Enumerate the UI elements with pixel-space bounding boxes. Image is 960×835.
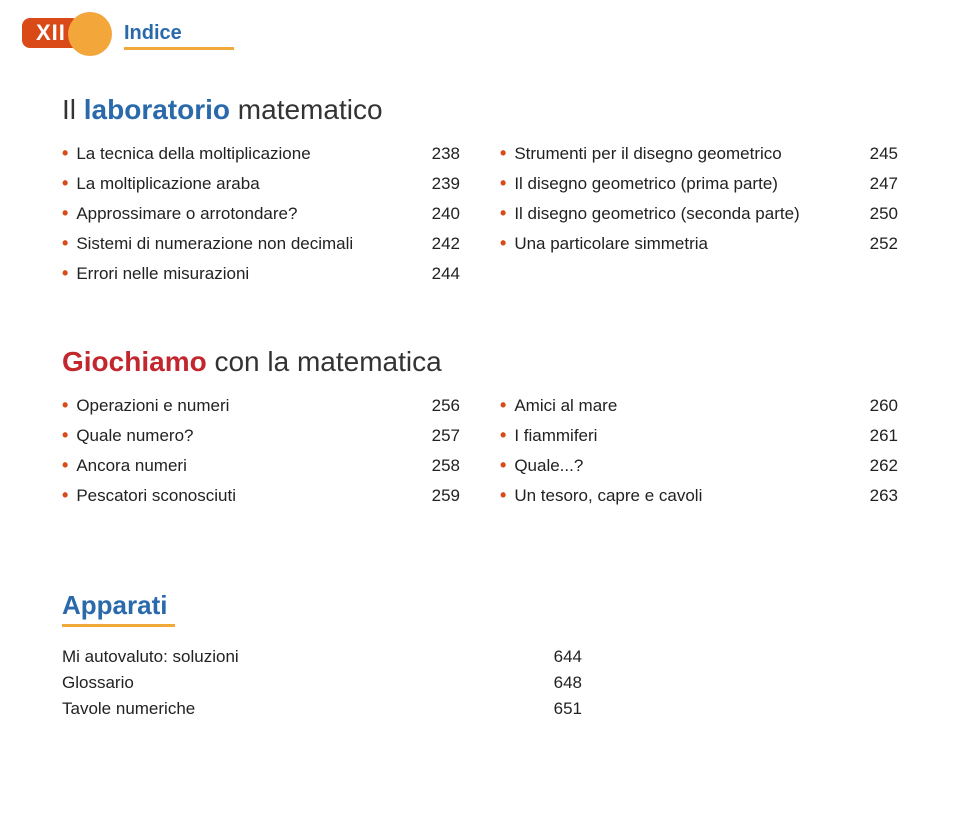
toc-row: • Amici al mare260 (500, 396, 898, 416)
toc-page: 260 (850, 396, 898, 416)
gio-title-lead: Giochiamo (62, 346, 207, 377)
apparati-row: Glossario648 (62, 673, 582, 693)
toc-label: Il disegno geometrico (seconda parte) (514, 204, 850, 224)
toc-page: 245 (850, 144, 898, 164)
bullet-icon: • (62, 144, 68, 162)
apparati-list: Mi autovaluto: soluzioni644Glossario648T… (62, 647, 898, 719)
toc-label: I fiammiferi (514, 426, 850, 446)
toc-label: Il disegno geometrico (prima parte) (514, 174, 850, 194)
toc-label: Una particolare simmetria (514, 234, 850, 254)
bullet-icon: • (62, 426, 68, 444)
toc-page: 244 (412, 264, 460, 284)
toc-page: 258 (412, 456, 460, 476)
bullet-icon: • (500, 144, 506, 162)
toc-page: 240 (412, 204, 460, 224)
apparati-row: Mi autovaluto: soluzioni644 (62, 647, 582, 667)
toc-row: • Approssimare o arrotondare?240 (62, 204, 460, 224)
toc-label: Operazioni e numeri (76, 396, 412, 416)
toc-row: • Sistemi di numerazione non decimali242 (62, 234, 460, 254)
lab-columns: • La tecnica della moltiplicazione238 • La … (62, 144, 898, 294)
toc-page: 262 (850, 456, 898, 476)
toc-row: • Quale...?262 (500, 456, 898, 476)
indice-label: Indice (124, 22, 234, 50)
bullet-icon: • (62, 486, 68, 504)
lab-left-col: • La tecnica della moltiplicazione238 • La … (62, 144, 460, 294)
toc-row: • Un tesoro, capre e cavoli263 (500, 486, 898, 506)
bullet-icon: • (62, 264, 68, 282)
toc-page: 252 (850, 234, 898, 254)
toc-page: 256 (412, 396, 460, 416)
toc-row: • Strumenti per il disegno geometrico245 (500, 144, 898, 164)
decor-circle (68, 12, 112, 56)
bullet-icon: • (500, 456, 506, 474)
apparati-label: Mi autovaluto: soluzioni (62, 647, 534, 667)
toc-page: 259 (412, 486, 460, 506)
toc-row: • Il disegno geometrico (seconda parte)25… (500, 204, 898, 224)
lab-title-rest: matematico (230, 94, 383, 125)
toc-row: • Errori nelle misurazioni244 (62, 264, 460, 284)
bullet-icon: • (62, 396, 68, 414)
toc-page: 242 (412, 234, 460, 254)
apparati-page: 651 (534, 699, 582, 719)
gio-left-col: • Operazioni e numeri256 • Quale numero?257… (62, 396, 460, 516)
toc-page: 239 (412, 174, 460, 194)
bullet-icon: • (500, 396, 506, 414)
toc-page: 263 (850, 486, 898, 506)
bullet-icon: • (62, 204, 68, 222)
bullet-icon: • (500, 426, 506, 444)
toc-label: Strumenti per il disegno geometrico (514, 144, 850, 164)
toc-row: • Quale numero?257 (62, 426, 460, 446)
bullet-icon: • (500, 234, 506, 252)
bullet-icon: • (62, 174, 68, 192)
bullet-icon: • (500, 486, 506, 504)
toc-page: 247 (850, 174, 898, 194)
lab-title-lead: laboratorio (84, 94, 230, 125)
apparati-title: Apparati (62, 590, 175, 627)
toc-row: • I fiammiferi261 (500, 426, 898, 446)
apparati-label: Glossario (62, 673, 534, 693)
toc-page: 250 (850, 204, 898, 224)
gio-title-rest: con la matematica (207, 346, 442, 377)
toc-row: • Pescatori sconosciuti259 (62, 486, 460, 506)
bullet-icon: • (500, 174, 506, 192)
toc-row: • Operazioni e numeri256 (62, 396, 460, 416)
apparati-page: 644 (534, 647, 582, 667)
gio-section-title: Giochiamo con la matematica (62, 346, 898, 378)
toc-page: 257 (412, 426, 460, 446)
bullet-icon: • (62, 234, 68, 252)
toc-label: La tecnica della moltiplicazione (76, 144, 412, 164)
toc-label: Approssimare o arrotondare? (76, 204, 412, 224)
gio-columns: • Operazioni e numeri256 • Quale numero?257… (62, 396, 898, 516)
lab-right-col: •Strumenti per il disegno geometrico245•… (500, 144, 898, 294)
toc-label: Sistemi di numerazione non decimali (76, 234, 412, 254)
toc-label: Quale...? (514, 456, 850, 476)
toc-row: • La moltiplicazione araba239 (62, 174, 460, 194)
toc-label: Quale numero? (76, 426, 412, 446)
toc-row: • Il disegno geometrico (prima parte)247 (500, 174, 898, 194)
apparati-label: Tavole numeriche (62, 699, 534, 719)
toc-page: 238 (412, 144, 460, 164)
gio-right-col: • Amici al mare260 • I fiammiferi261 • Quale.… (500, 396, 898, 516)
toc-page: 261 (850, 426, 898, 446)
apparati-page: 648 (534, 673, 582, 693)
lab-title-prefix: Il (62, 94, 84, 125)
apparati-row: Tavole numeriche651 (62, 699, 582, 719)
page-header: XII Indice (22, 18, 898, 66)
bullet-icon: • (62, 456, 68, 474)
toc-label: La moltiplicazione araba (76, 174, 412, 194)
toc-label: Pescatori sconosciuti (76, 486, 412, 506)
bullet-icon: • (500, 204, 506, 222)
toc-label: Errori nelle misurazioni (76, 264, 412, 284)
toc-label: Un tesoro, capre e cavoli (514, 486, 850, 506)
toc-label: Ancora numeri (76, 456, 412, 476)
toc-row: • Una particolare simmetria252 (500, 234, 898, 254)
lab-section-title: Il laboratorio matematico (62, 94, 898, 126)
toc-row: • La tecnica della moltiplicazione238 (62, 144, 460, 164)
toc-row: • Ancora numeri258 (62, 456, 460, 476)
toc-label: Amici al mare (514, 396, 850, 416)
